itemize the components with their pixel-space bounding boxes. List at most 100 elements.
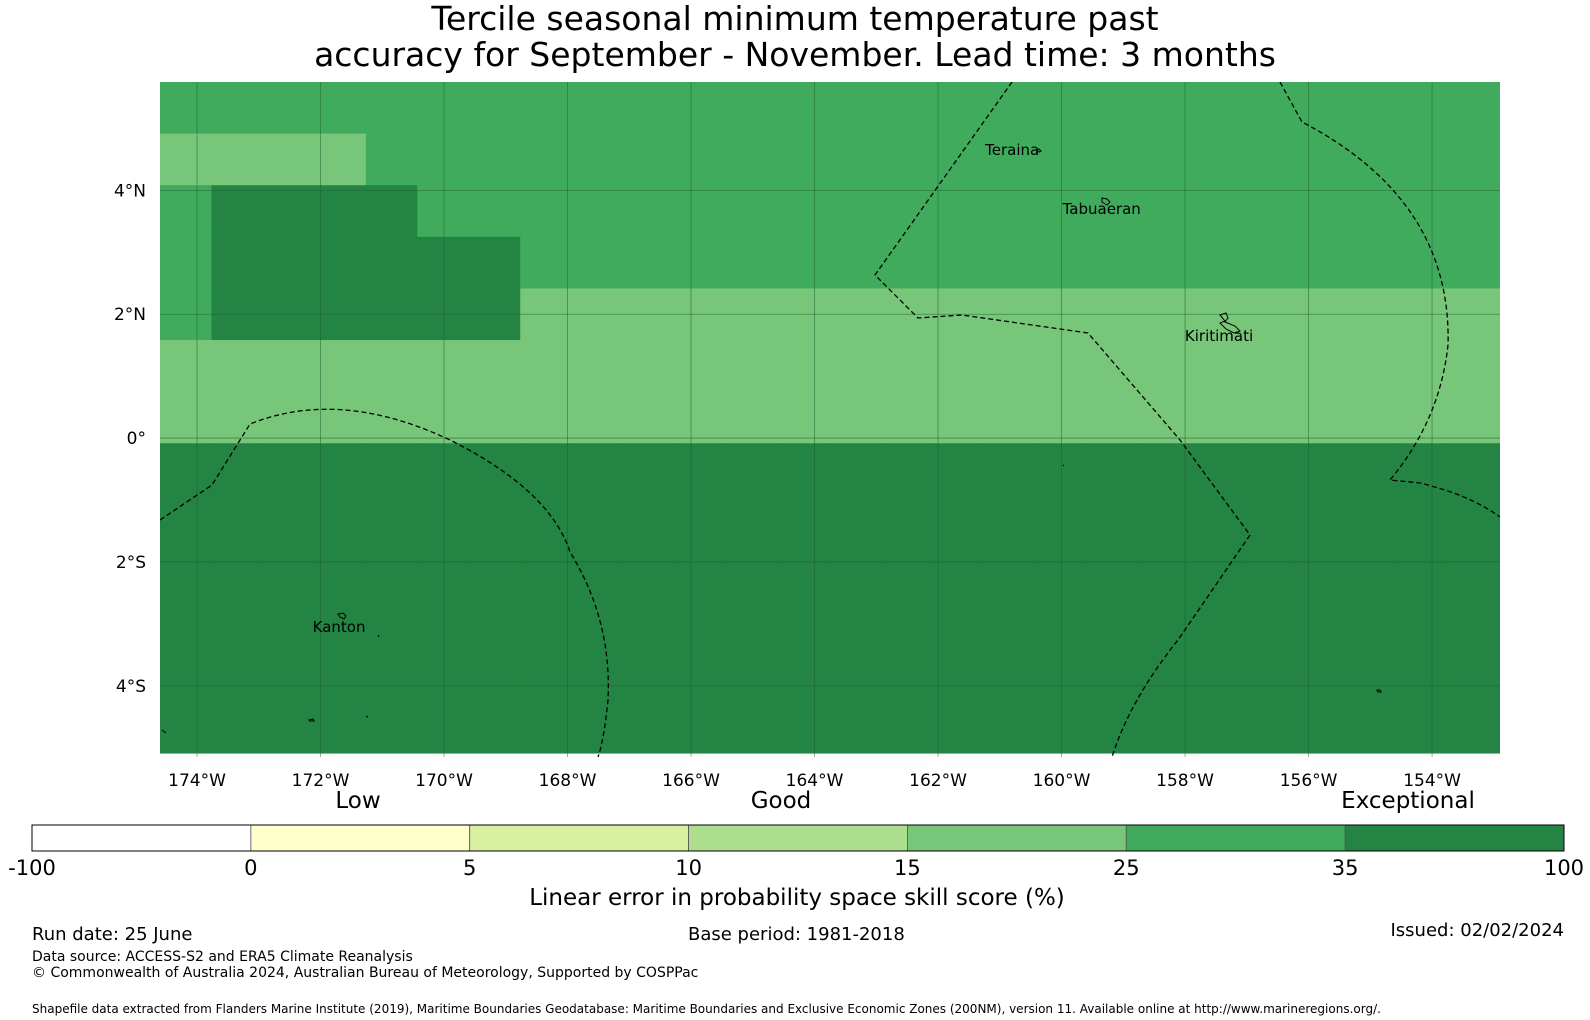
islet-4 — [1376, 689, 1382, 693]
skill-cell — [1034, 340, 1087, 393]
skill-cell — [1395, 82, 1448, 135]
skill-cell — [314, 494, 367, 548]
skill-cell — [468, 236, 521, 290]
skill-cell — [1240, 546, 1293, 599]
skill-cell — [726, 598, 779, 651]
colorbar-bin — [907, 824, 1127, 852]
skill-cell — [468, 649, 521, 702]
lat-tick-label: 0° — [127, 429, 146, 449]
skill-cell — [829, 443, 882, 496]
skill-cell — [1189, 391, 1242, 444]
skill-cell — [468, 701, 521, 754]
skill-cell — [983, 701, 1036, 754]
skill-cell — [1240, 236, 1293, 290]
skill-cell — [520, 494, 573, 548]
skill-cell — [520, 443, 573, 496]
colorbar-label-good: Good — [751, 788, 812, 814]
skill-cell — [1189, 494, 1242, 548]
colorbar-label-low: Low — [335, 788, 380, 814]
skill-cell — [1292, 391, 1345, 444]
skill-cell — [674, 185, 727, 238]
skill-cell — [1343, 701, 1396, 754]
skill-cell — [314, 701, 367, 754]
skill-cell — [520, 649, 573, 702]
skill-cell — [520, 340, 573, 393]
skill-cell — [1498, 546, 1500, 599]
skill-cell — [1137, 701, 1190, 754]
skill-cell — [1292, 701, 1345, 754]
skill-cell — [262, 133, 315, 186]
skill-cell — [365, 649, 418, 702]
skill-cell — [314, 649, 367, 702]
skill-cell — [468, 546, 521, 599]
skill-cell — [829, 701, 882, 754]
skill-cell — [211, 82, 264, 135]
skill-cell — [468, 133, 521, 186]
skill-cell — [726, 340, 779, 393]
skill-cell — [1240, 494, 1293, 548]
skill-cell — [1240, 701, 1293, 754]
colorbar-bin — [250, 824, 471, 852]
skill-cell — [571, 546, 624, 599]
skill-cell — [1343, 598, 1396, 651]
skill-cell — [1137, 236, 1190, 290]
skill-cell — [1550, 237, 1590, 289]
skill-cell — [417, 133, 470, 186]
colorbar — [31, 824, 1565, 852]
skill-cell — [1343, 391, 1396, 444]
skill-cell — [1550, 340, 1590, 392]
skill-cell — [1395, 236, 1448, 290]
skill-cell — [1550, 392, 1590, 444]
skill-cell — [1292, 443, 1345, 496]
island-teraina-shape — [1034, 148, 1042, 153]
skill-cell — [1240, 391, 1293, 444]
skill-cell — [417, 494, 470, 548]
map-title-line2: accuracy for September - November. Lead … — [314, 35, 1276, 74]
skill-cell — [262, 701, 315, 754]
skill-cell — [520, 546, 573, 599]
skill-cell — [417, 185, 470, 238]
place-label: Kanton — [313, 618, 366, 636]
skill-cell — [983, 82, 1036, 135]
skill-cell — [1446, 701, 1499, 754]
skill-cell — [417, 391, 470, 444]
base-period: Base period: 1981-2018 — [688, 924, 905, 945]
skill-cell — [880, 185, 933, 238]
lon-tick-label: 162°W — [909, 771, 967, 791]
colorbar-tick-label: 10 — [675, 856, 702, 880]
skill-cell — [623, 598, 676, 651]
skill-cell — [417, 236, 470, 290]
skill-cell — [829, 236, 882, 290]
skill-cell — [1240, 649, 1293, 702]
lat-tick-label: 4°N — [114, 181, 146, 201]
skill-cell — [1498, 82, 1500, 135]
skill-cell — [1446, 185, 1499, 238]
skill-cell — [1189, 340, 1242, 393]
skill-cell — [571, 494, 624, 548]
skill-cell — [1446, 443, 1499, 496]
skill-cell — [365, 133, 418, 186]
skill-cell — [520, 236, 573, 290]
skill-cell — [1395, 701, 1448, 754]
lon-tick-label: 170°W — [415, 771, 473, 791]
lon-tick-label: 168°W — [539, 771, 597, 791]
skill-cell — [365, 443, 418, 496]
skill-cell — [1550, 598, 1590, 650]
skill-cell — [1550, 650, 1590, 702]
skill-cell — [1550, 288, 1590, 340]
skill-cell — [211, 494, 264, 548]
skill-cell — [468, 82, 521, 135]
skill-cell — [1086, 443, 1139, 496]
skill-cell — [1395, 391, 1448, 444]
map-area: Teraina Tabuaeran Kiritimati Kanton — [160, 82, 1590, 757]
skill-cell — [365, 546, 418, 599]
skill-cell — [314, 82, 367, 135]
skill-cell — [674, 82, 727, 135]
lon-tick-label: 156°W — [1280, 771, 1338, 791]
skill-cell — [1086, 236, 1139, 290]
skill-cell — [1395, 133, 1448, 186]
skill-cell — [1137, 494, 1190, 548]
skill-cell — [160, 236, 213, 290]
skill-cell — [1343, 649, 1396, 702]
skill-cell — [1446, 494, 1499, 548]
